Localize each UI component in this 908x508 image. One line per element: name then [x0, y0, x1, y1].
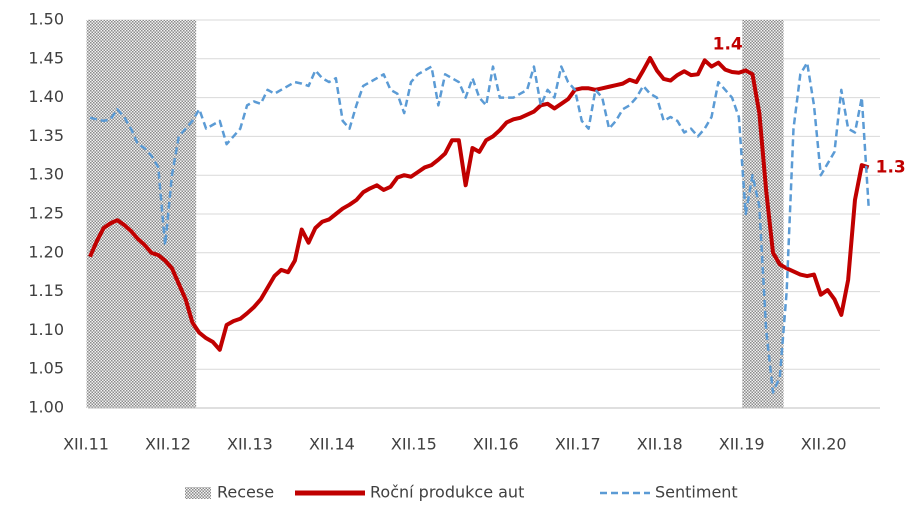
y-tick-label: 1.30	[28, 165, 64, 184]
recession-band	[175, 20, 183, 408]
recession-band	[148, 20, 156, 408]
y-tick-label: 1.40	[28, 87, 64, 106]
recession-band	[93, 20, 101, 408]
x-tick-label: XII.14	[309, 435, 355, 454]
recession-band	[168, 20, 176, 408]
x-tick-label: XII.19	[719, 435, 765, 454]
x-tick-label: XII.12	[145, 435, 191, 454]
legend-label: Sentiment	[655, 483, 738, 502]
recession-band	[113, 20, 122, 408]
y-tick-label: 1.00	[28, 398, 64, 417]
recession-band	[769, 20, 777, 408]
value-label: 1.3	[876, 157, 906, 177]
recession-band	[100, 20, 108, 408]
y-tick-label: 1.20	[28, 242, 64, 261]
legend-label: Recese	[217, 483, 274, 502]
recession-band	[182, 20, 190, 408]
recession-band	[776, 20, 784, 408]
x-tick-label: XII.16	[473, 435, 519, 454]
y-tick-label: 1.50	[28, 10, 64, 29]
recession-band	[141, 20, 149, 408]
x-tick-label: XII.13	[227, 435, 273, 454]
recession-band	[120, 20, 128, 408]
y-tick-label: 1.25	[28, 204, 64, 223]
value-label: 1.4	[713, 34, 743, 54]
recession-band	[127, 20, 135, 408]
recession-band	[762, 20, 770, 408]
recession-band	[189, 20, 197, 408]
x-tick-label: XII.20	[801, 435, 847, 454]
recession-band	[154, 20, 163, 408]
legend-swatch	[185, 487, 211, 499]
recession-band	[161, 20, 169, 408]
x-tick-label: XII.11	[63, 435, 109, 454]
recession-band	[86, 20, 94, 408]
y-tick-label: 1.45	[28, 48, 64, 67]
recession-band	[107, 20, 115, 408]
series-line	[88, 56, 870, 352]
x-tick-label: XII.17	[555, 435, 601, 454]
y-tick-label: 1.05	[28, 359, 64, 378]
recession-band	[134, 20, 142, 408]
recession-band	[749, 20, 757, 408]
x-tick-label: XII.18	[637, 435, 683, 454]
legend-label: Roční produkce aut	[370, 483, 524, 502]
y-tick-label: 1.35	[28, 126, 64, 145]
y-tick-label: 1.15	[28, 281, 64, 300]
y-tick-label: 1.10	[28, 320, 64, 339]
x-tick-label: XII.15	[391, 435, 437, 454]
series-line	[89, 61, 870, 394]
